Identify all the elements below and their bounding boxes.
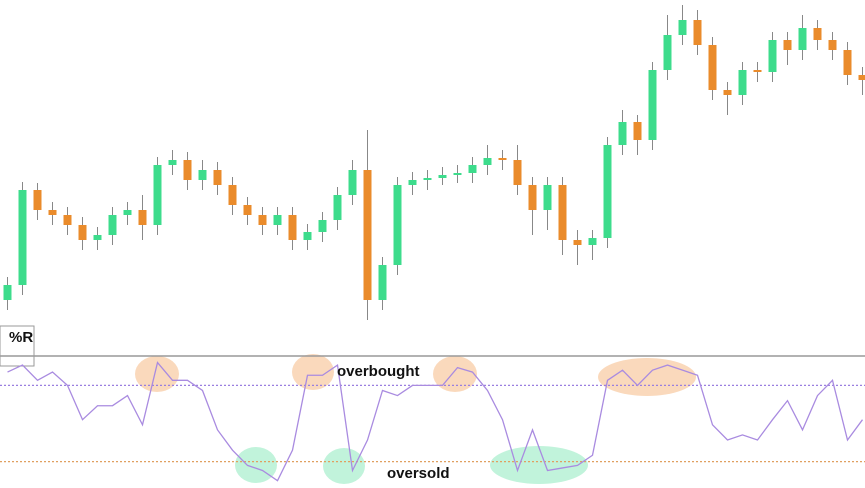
oversold-label: oversold: [387, 465, 450, 482]
candle-body: [63, 215, 72, 225]
candle-body: [408, 180, 417, 185]
candle-body: [78, 225, 87, 240]
candle-body: [18, 190, 27, 285]
candle-body: [483, 158, 492, 165]
label-box: [0, 325, 35, 367]
candle-body: [528, 185, 537, 210]
candle-body: [708, 45, 717, 90]
candle-body: [858, 75, 865, 80]
candle-body: [288, 215, 297, 240]
candle-body: [243, 205, 252, 215]
candle-body: [33, 190, 42, 210]
candle-body: [333, 195, 342, 220]
candle-body: [588, 238, 597, 245]
candle-body: [318, 220, 327, 232]
candle-body: [228, 185, 237, 205]
candle-body: [468, 165, 477, 173]
candle-body: [258, 215, 267, 225]
candle-body: [423, 178, 432, 180]
candle-body: [213, 170, 222, 185]
candle-body: [513, 160, 522, 185]
candle-body: [393, 185, 402, 265]
candle-body: [273, 215, 282, 225]
oversold-highlight: [323, 448, 365, 484]
candle-body: [498, 158, 507, 160]
candle-body: [573, 240, 582, 245]
indicator-title: %R: [9, 329, 33, 346]
candle-body: [783, 40, 792, 50]
candle-body: [108, 215, 117, 235]
candle-body: [303, 232, 312, 240]
oversold-highlight: [490, 446, 588, 484]
candle-body: [813, 28, 822, 40]
candle-body: [798, 28, 807, 50]
candle-body: [348, 170, 357, 195]
candle-body: [768, 40, 777, 72]
candle-body: [738, 70, 747, 95]
overbought-highlight: [433, 356, 477, 392]
candle-body: [183, 160, 192, 180]
candle-body: [753, 70, 762, 72]
candle-body: [618, 122, 627, 145]
candle-body: [828, 40, 837, 50]
candle-body: [138, 210, 147, 225]
candle-body: [603, 145, 612, 238]
candle-body: [123, 210, 132, 215]
overbought-highlight: [598, 358, 696, 396]
candle-body: [633, 122, 642, 140]
candle-body: [663, 35, 672, 70]
candle-body: [3, 285, 12, 300]
overbought-highlight: [292, 354, 334, 390]
candle-body: [48, 210, 57, 215]
candle-body: [678, 20, 687, 35]
candle-body: [153, 165, 162, 225]
candle-body: [198, 170, 207, 180]
overbought-highlight: [135, 356, 179, 392]
overbought-label: overbought: [337, 363, 420, 380]
candle-body: [453, 173, 462, 175]
candle-body: [543, 185, 552, 210]
candle-body: [93, 235, 102, 240]
candle-body: [378, 265, 387, 300]
candle-body: [693, 20, 702, 45]
candle-body: [843, 50, 852, 75]
candle-body: [438, 175, 447, 178]
candle-body: [168, 160, 177, 165]
candle-body: [363, 170, 372, 300]
candle-body: [558, 185, 567, 240]
percent-r-line: [7, 361, 864, 482]
candle-body: [648, 70, 657, 140]
oversold-highlight: [235, 447, 277, 483]
candle-body: [723, 90, 732, 95]
